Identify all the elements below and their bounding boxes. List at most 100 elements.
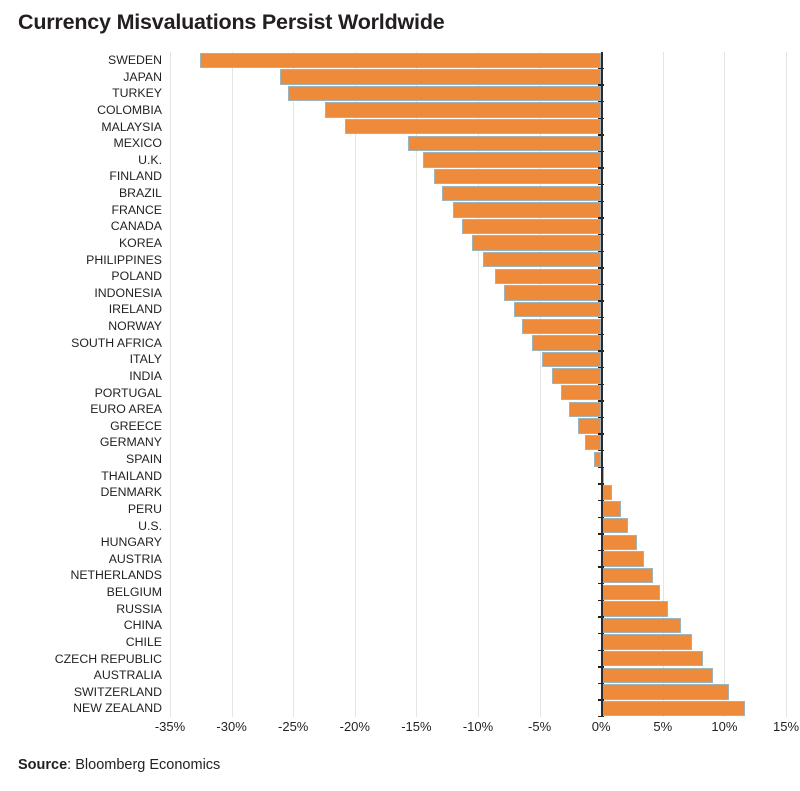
- bar[interactable]: [471, 235, 602, 251]
- bar-row[interactable]: [170, 584, 786, 602]
- bar-row[interactable]: [170, 135, 786, 153]
- bar[interactable]: [407, 135, 602, 152]
- bar[interactable]: [601, 534, 637, 551]
- bar[interactable]: [442, 185, 602, 201]
- bar-row[interactable]: [170, 684, 786, 701]
- bar[interactable]: [601, 634, 693, 650]
- bar-row[interactable]: [170, 85, 786, 103]
- bar-row[interactable]: [170, 634, 786, 651]
- bar-row[interactable]: [170, 285, 786, 302]
- bar-row[interactable]: [170, 351, 786, 369]
- bar-row[interactable]: [170, 185, 786, 203]
- bar[interactable]: [601, 567, 653, 584]
- x-tick-label: 15%: [772, 719, 800, 734]
- bar[interactable]: [482, 252, 602, 268]
- bar[interactable]: [569, 401, 602, 418]
- axis-tick-mark: [598, 466, 605, 469]
- bar-row[interactable]: [170, 418, 786, 435]
- bar-row[interactable]: [170, 468, 786, 485]
- bar-row[interactable]: [170, 335, 786, 352]
- bar-row[interactable]: [170, 102, 786, 119]
- bar-row[interactable]: [170, 52, 786, 70]
- bar[interactable]: [601, 684, 730, 700]
- bar[interactable]: [601, 501, 621, 517]
- bar[interactable]: [279, 69, 602, 85]
- axis-tick-mark: [598, 366, 605, 369]
- bar[interactable]: [422, 152, 602, 168]
- bar[interactable]: [542, 351, 602, 368]
- bar[interactable]: [461, 218, 602, 235]
- bar[interactable]: [601, 518, 629, 534]
- bar-row[interactable]: [170, 152, 786, 169]
- bar[interactable]: [522, 318, 602, 334]
- bar-row[interactable]: [170, 385, 786, 402]
- bar-row[interactable]: [170, 368, 786, 385]
- bar[interactable]: [601, 584, 661, 600]
- bar[interactable]: [585, 434, 602, 451]
- bar-row[interactable]: [170, 534, 786, 552]
- bar[interactable]: [453, 202, 602, 218]
- bar-row[interactable]: [170, 268, 786, 286]
- bar-row[interactable]: [170, 235, 786, 252]
- bar[interactable]: [344, 119, 602, 135]
- bar[interactable]: [601, 700, 746, 717]
- bar[interactable]: [560, 385, 602, 401]
- bar[interactable]: [288, 85, 602, 102]
- bar-row[interactable]: [170, 601, 786, 618]
- category-label: MEXICO: [113, 136, 162, 151]
- page-title: Currency Misvaluations Persist Worldwide: [18, 10, 445, 34]
- bar-row[interactable]: [170, 168, 786, 186]
- axis-tick-mark: [598, 499, 605, 502]
- axis-tick-mark: [598, 283, 605, 286]
- bar-row[interactable]: [170, 119, 786, 136]
- bar-row[interactable]: [170, 651, 786, 668]
- bar[interactable]: [601, 484, 613, 501]
- bar-row[interactable]: [170, 434, 786, 452]
- bar-row[interactable]: [170, 252, 786, 269]
- category-label: MALAYSIA: [101, 119, 162, 134]
- bar[interactable]: [601, 551, 645, 567]
- bar-row[interactable]: [170, 301, 786, 319]
- bar-row[interactable]: [170, 69, 786, 86]
- bar[interactable]: [601, 651, 704, 667]
- bar-row[interactable]: [170, 551, 786, 568]
- bar[interactable]: [551, 368, 602, 384]
- bar[interactable]: [503, 285, 602, 301]
- bar[interactable]: [495, 268, 602, 285]
- bar[interactable]: [601, 617, 682, 634]
- bar-row[interactable]: [170, 700, 786, 718]
- bar-row[interactable]: [170, 501, 786, 518]
- bar-row[interactable]: [170, 667, 786, 685]
- bar-row[interactable]: [170, 202, 786, 219]
- category-label: PHILIPPINES: [86, 252, 162, 267]
- bar-row[interactable]: [170, 617, 786, 635]
- bar[interactable]: [325, 102, 602, 118]
- bar-row[interactable]: [170, 567, 786, 585]
- category-label: POLAND: [111, 269, 162, 284]
- bar-row[interactable]: [170, 318, 786, 336]
- x-tick-label: -15%: [401, 719, 432, 734]
- bar[interactable]: [199, 52, 602, 68]
- bar[interactable]: [601, 667, 714, 684]
- category-label: PERU: [127, 501, 162, 516]
- axis-tick-mark: [598, 450, 605, 452]
- bar-row[interactable]: [170, 484, 786, 502]
- category-label: EURO AREA: [90, 402, 162, 417]
- bar[interactable]: [601, 601, 668, 617]
- bar[interactable]: [513, 301, 602, 318]
- bar[interactable]: [532, 335, 602, 351]
- bar-row[interactable]: [170, 451, 786, 469]
- bar[interactable]: [433, 168, 602, 185]
- category-label: NEW ZEALAND: [73, 701, 162, 716]
- category-label: CZECH REPUBLIC: [54, 651, 162, 666]
- category-label: KOREA: [118, 235, 162, 250]
- bar-row[interactable]: [170, 218, 786, 236]
- category-label: FRANCE: [111, 202, 162, 217]
- category-label: ITALY: [129, 352, 162, 367]
- bar[interactable]: [593, 451, 602, 467]
- bar-row[interactable]: [170, 401, 786, 419]
- axis-tick-mark: [598, 616, 605, 618]
- bar[interactable]: [577, 418, 602, 434]
- bar-row[interactable]: [170, 518, 786, 535]
- bar[interactable]: [601, 468, 604, 484]
